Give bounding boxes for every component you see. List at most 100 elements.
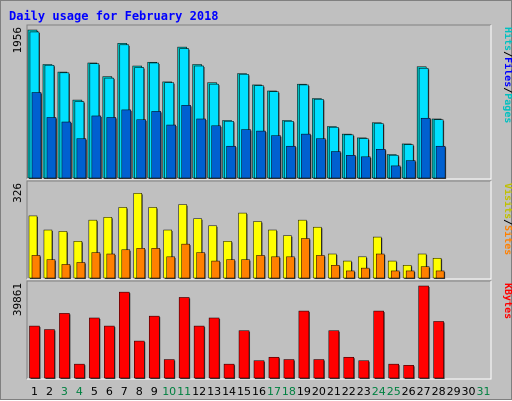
- panel-border-dark: [26, 280, 491, 379]
- x-label-day-24: 24: [372, 385, 386, 398]
- x-label-day-26: 26: [402, 385, 416, 398]
- bar-pages-day-24: [375, 148, 386, 179]
- bar-kbytes-day-15: [238, 330, 250, 379]
- bar-pages-day-27: [420, 117, 431, 179]
- bar-sites-day-12: [196, 252, 205, 279]
- x-label-day-8: 8: [136, 385, 143, 398]
- bar-pages-day-16: [256, 130, 266, 179]
- x-label-day-2: 2: [46, 385, 53, 398]
- bar-kbytes-day-7: [119, 291, 130, 379]
- bar-kbytes-day-10: [163, 359, 175, 379]
- x-label-day-15: 15: [237, 385, 251, 398]
- x-axis-labels: 1 2 3 4 5 6 7 8 9 10 11 12 13 14 15 16 17 18 19 20 21 22 23 24 2…: [31, 385, 491, 398]
- bar-sites-day-25: [390, 270, 400, 279]
- bar-kbytes-day-23: [358, 360, 370, 379]
- bar-sites-day-9: [151, 248, 160, 279]
- x-label-day-17: 17: [267, 385, 281, 398]
- bar-sites-day-21: [331, 265, 340, 279]
- bar-pages-day-11: [181, 105, 191, 179]
- bar-kbytes-day-16: [253, 360, 265, 379]
- x-label-day-11: 11: [177, 385, 191, 398]
- x-label-day-23: 23: [357, 385, 371, 398]
- bar-sites-day-27: [420, 266, 430, 279]
- bar-pages-day-6: [106, 117, 117, 179]
- panel-border-dark: [26, 24, 491, 179]
- x-label-day-29: 29: [447, 385, 461, 398]
- bar-kbytes-day-21: [328, 330, 340, 379]
- legend-files: Files: [502, 57, 512, 87]
- legend-pages: Pages: [502, 93, 512, 123]
- bar-kbytes-day-19: [298, 310, 310, 379]
- x-label-day-9: 9: [151, 385, 158, 398]
- bar-pages-day-20: [316, 138, 326, 179]
- legend-separator: /: [502, 51, 512, 57]
- bars-bottom: [29, 285, 445, 379]
- x-label-day-28: 28: [432, 385, 446, 398]
- bar-pages-day-18: [286, 145, 296, 179]
- bar-pages-day-13: [211, 125, 221, 179]
- bar-kbytes-day-17: [268, 356, 280, 379]
- bar-pages-day-19: [301, 133, 311, 179]
- x-label-day-19: 19: [297, 385, 311, 398]
- x-label-day-6: 6: [106, 385, 113, 398]
- x-label-day-22: 22: [342, 385, 356, 398]
- bar-kbytes-day-18: [283, 359, 295, 379]
- x-label-day-27: 27: [417, 385, 431, 398]
- legend-separator: /: [502, 87, 512, 93]
- bars-top: [27, 29, 447, 180]
- bar-sites-day-16: [256, 255, 265, 279]
- legend-hits: Hits: [502, 27, 512, 51]
- x-label-day-4: 4: [76, 385, 83, 398]
- panel-middle: 326 Visits/Sites: [11, 180, 512, 280]
- panel-bottom: 39861 KBytes: [11, 280, 512, 380]
- bar-pages-day-14: [226, 145, 236, 179]
- x-label-day-12: 12: [192, 385, 206, 398]
- bar-pages-day-10: [166, 124, 176, 179]
- bar-pages-day-2: [46, 117, 57, 179]
- bar-sites-day-10: [166, 256, 175, 279]
- bar-sites-day-5: [91, 252, 101, 279]
- bar-kbytes-day-27: [418, 285, 429, 379]
- x-label-day-16: 16: [252, 385, 266, 398]
- y-max-label: 326: [11, 183, 24, 203]
- bar-kbytes-day-6: [104, 325, 115, 379]
- bar-kbytes-day-13: [208, 317, 220, 379]
- bar-sites-day-4: [76, 262, 86, 279]
- side-legend: KBytes: [502, 283, 512, 319]
- bar-sites-day-3: [61, 264, 71, 279]
- bar-kbytes-day-14: [223, 363, 235, 379]
- bar-pages-day-5: [91, 115, 102, 179]
- bar-kbytes-day-8: [134, 340, 145, 379]
- bar-sites-day-2: [46, 259, 56, 279]
- bar-kbytes-day-12: [193, 325, 205, 379]
- x-label-day-5: 5: [91, 385, 98, 398]
- x-label-day-1: 1: [31, 385, 38, 398]
- side-legend: Hits/Files/Pages: [502, 27, 512, 123]
- bar-kbytes-day-26: [403, 365, 414, 379]
- bar-pages-day-26: [405, 160, 416, 179]
- bar-kbytes-day-20: [313, 359, 325, 379]
- bar-kbytes-day-1: [29, 325, 40, 379]
- bar-sites-day-19: [301, 238, 310, 279]
- bar-pages-day-8: [136, 119, 147, 179]
- bar-pages-day-25: [390, 165, 401, 179]
- side-legend: Visits/Sites: [502, 183, 512, 255]
- legend-kbytes: KBytes: [502, 283, 512, 319]
- x-label-day-3: 3: [61, 385, 68, 398]
- bar-sites-day-22: [346, 270, 355, 279]
- bar-kbytes-day-3: [59, 313, 70, 379]
- bar-sites-day-14: [226, 259, 235, 279]
- bar-kbytes-day-9: [148, 315, 160, 379]
- bar-kbytes-day-5: [89, 317, 100, 379]
- bar-pages-day-12: [196, 118, 206, 179]
- bar-sites-day-26: [405, 270, 415, 279]
- x-label-day-21: 21: [327, 385, 341, 398]
- bar-pages-day-3: [61, 121, 72, 179]
- bar-kbytes-day-25: [388, 363, 399, 379]
- chart-title: Daily usage for February 2018: [9, 9, 219, 23]
- bar-sites-day-1: [31, 255, 41, 279]
- y-max-label: 1956: [11, 27, 24, 54]
- bar-pages-day-28: [435, 145, 446, 179]
- bar-pages-day-17: [271, 135, 281, 179]
